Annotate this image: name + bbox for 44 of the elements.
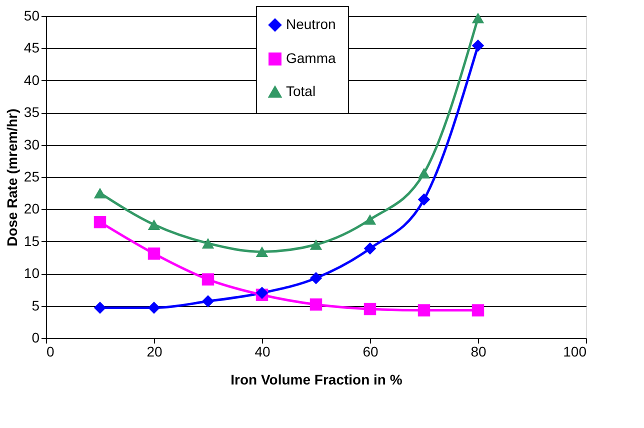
x-tick-label: 80 [470,344,486,360]
y-tick-label: 50 [24,8,40,24]
y-axis-title: Dose Rate (mrem/hr) [4,108,20,246]
point [148,302,160,314]
point [310,272,322,284]
point [94,216,106,228]
point [472,40,484,52]
point [148,219,160,230]
y-tick-label: 0 [32,330,40,346]
point [256,246,268,258]
x-tick-label: 20 [146,344,162,360]
legend-label: Neutron [286,16,336,32]
point [364,302,376,316]
point [202,273,214,286]
point [310,298,322,311]
y-tick-label: 15 [24,232,40,249]
x-axis-title: Iron Volume Fraction in % [230,372,403,388]
y-tick-label: 5 [32,297,40,314]
point [472,304,484,316]
point [148,248,160,260]
point [202,238,214,249]
point [94,302,106,314]
y-tick-label: 20 [24,200,40,217]
point [364,214,376,225]
legend-label: Gamma [286,50,336,66]
y-tick-label: 35 [24,104,40,120]
y-tick-label: 40 [24,72,40,88]
y-tick-label: 25 [24,168,40,184]
point [472,12,484,24]
x-tick-label: 60 [362,344,378,360]
x-tick-label: 40 [254,344,270,360]
point [418,304,430,316]
legend-label: Total [286,83,316,99]
point [418,193,430,206]
x-tick-label: 100 [563,344,587,360]
point [418,168,430,178]
point [364,242,376,255]
point [94,188,106,198]
point [202,295,214,308]
point [310,239,322,250]
y-tick-label: 45 [24,40,40,56]
y-tick-label: 10 [24,265,40,282]
x-tick-label: 0 [46,344,54,360]
y-tick-label: 30 [24,136,40,152]
